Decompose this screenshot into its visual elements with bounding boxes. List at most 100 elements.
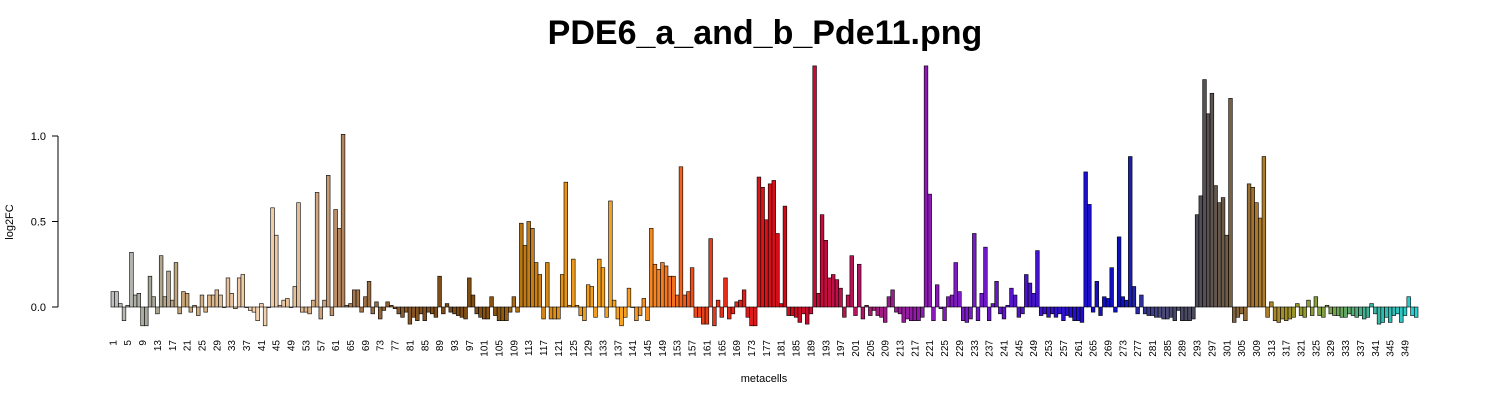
y-tick-label: 1.0 — [31, 131, 46, 143]
x-tick-label-161: 161 — [702, 340, 713, 357]
x-tick-label-329: 329 — [1326, 340, 1337, 357]
bar-metacell-351 — [1410, 306, 1415, 316]
bar-metacell-150 — [663, 265, 669, 308]
bar-metacell-330 — [1332, 306, 1337, 316]
chart-title: PDE6_a_and_b_Pde11.png — [548, 14, 983, 52]
x-tick-label-241: 241 — [999, 340, 1010, 357]
bar-metacell-260 — [1072, 306, 1077, 321]
bar-metacell-144 — [641, 298, 646, 308]
bar-metacell-275 — [1128, 156, 1133, 308]
bar-metacell-269 — [1105, 298, 1111, 308]
bar-metacell-6 — [129, 251, 134, 308]
bar-metacell-289 — [1180, 306, 1185, 321]
x-tick-label-133: 133 — [598, 340, 609, 357]
x-tick-label-309: 309 — [1252, 340, 1263, 357]
bar-metacell-5 — [125, 304, 130, 308]
x-tick-label-93: 93 — [450, 340, 461, 352]
x-tick-label-69: 69 — [361, 340, 372, 352]
bar-metacell-233 — [972, 233, 977, 308]
x-tick-label-349: 349 — [1401, 340, 1412, 357]
bar-metacell-74 — [381, 306, 387, 311]
bar-metacell-82 — [411, 306, 416, 318]
bar-metacell-305 — [1239, 306, 1244, 315]
bar-metacell-322 — [1302, 306, 1307, 318]
bar-metacell-265 — [1090, 306, 1096, 313]
x-tick-label-341: 341 — [1371, 340, 1382, 357]
bar-metacell-102 — [485, 306, 491, 320]
bar-metacell-185 — [793, 306, 799, 318]
bar-metacell-55 — [311, 299, 316, 308]
bar-metacell-47 — [281, 299, 286, 308]
bar-metacell-83 — [415, 306, 420, 321]
bar-metacell-285 — [1165, 306, 1170, 320]
bar-metacell-338 — [1362, 306, 1367, 320]
bar-metacell-141 — [630, 306, 635, 308]
bar-metacell-329 — [1328, 306, 1333, 315]
bar-metacell-247 — [1024, 274, 1029, 308]
bar-metacell-311 — [1261, 156, 1267, 308]
bar-metacell-320 — [1295, 303, 1300, 308]
bar-metacell-59 — [326, 175, 331, 308]
x-tick-label-169: 169 — [732, 340, 743, 357]
bar-metacell-121 — [556, 306, 561, 320]
bar-metacell-166 — [723, 277, 728, 308]
bar-metacell-50 — [292, 286, 297, 308]
bar-metacell-75 — [385, 301, 390, 308]
x-tick-label-201: 201 — [851, 340, 862, 357]
x-tick-label-257: 257 — [1059, 340, 1070, 357]
bar-metacell-29 — [214, 289, 219, 308]
bar-metacell-61 — [333, 209, 338, 308]
bar-metacell-212 — [894, 306, 899, 313]
bar-metacell-36 — [240, 274, 245, 308]
bar-metacell-240 — [998, 306, 1003, 315]
bar-metacell-96 — [463, 306, 468, 320]
bar-metacell-256 — [1057, 306, 1062, 315]
bar-metacell-40 — [255, 306, 260, 321]
bar-metacell-120 — [552, 306, 557, 320]
bar-metacell-208 — [879, 306, 884, 318]
bar-metacell-33 — [229, 293, 234, 308]
x-tick-label-297: 297 — [1207, 340, 1218, 357]
x-tick-label-33: 33 — [227, 340, 238, 352]
bar-metacell-301 — [1224, 234, 1229, 308]
x-tick-label-301: 301 — [1222, 340, 1233, 357]
bar-metacell-349 — [1402, 306, 1408, 316]
bar-metacell-101 — [482, 306, 487, 320]
bar-metacell-160 — [701, 306, 706, 325]
bar-metacell-110 — [515, 306, 520, 313]
bar-metacell-182 — [782, 205, 788, 308]
bar-metacell-197 — [838, 287, 843, 308]
bar-metacell-151 — [667, 275, 672, 308]
bar-metacell-286 — [1168, 306, 1174, 318]
bar-metacell-97 — [467, 277, 472, 308]
bar-metacell-201 — [853, 306, 858, 316]
bar-metacell-137 — [615, 306, 620, 320]
x-tick-label-129: 129 — [584, 340, 595, 357]
bar-metacell-327 — [1321, 306, 1326, 318]
bar-metacell-195 — [831, 274, 836, 308]
bar-metacell-169 — [734, 301, 739, 308]
x-tick-label-281: 281 — [1148, 340, 1159, 357]
bar-metacell-19 — [177, 306, 182, 315]
x-tick-label-57: 57 — [316, 340, 327, 352]
bar-metacell-229 — [957, 291, 962, 308]
bar-metacell-254 — [1050, 306, 1055, 315]
bar-metacell-309 — [1254, 202, 1259, 308]
bar-metacell-244 — [1012, 294, 1018, 308]
bar-metacell-163 — [712, 306, 717, 327]
bar-metacell-271 — [1113, 306, 1118, 313]
bar-metacell-207 — [875, 306, 880, 316]
bar-metacell-152 — [671, 275, 676, 308]
bar-metacell-76 — [389, 304, 394, 308]
bar-metacell-276 — [1131, 286, 1137, 308]
bar-metacell-168 — [730, 306, 736, 315]
bar-metacell-221 — [927, 193, 932, 308]
bar-metacell-335 — [1350, 306, 1356, 316]
bar-metacell-177 — [764, 219, 769, 308]
bar-metacell-264 — [1087, 204, 1092, 308]
bar-metacell-226 — [946, 296, 951, 308]
bar-metacell-306 — [1243, 306, 1248, 321]
bar-metacell-196 — [834, 279, 840, 308]
bar-metacell-67 — [355, 289, 361, 308]
bar-metacell-183 — [786, 306, 791, 316]
